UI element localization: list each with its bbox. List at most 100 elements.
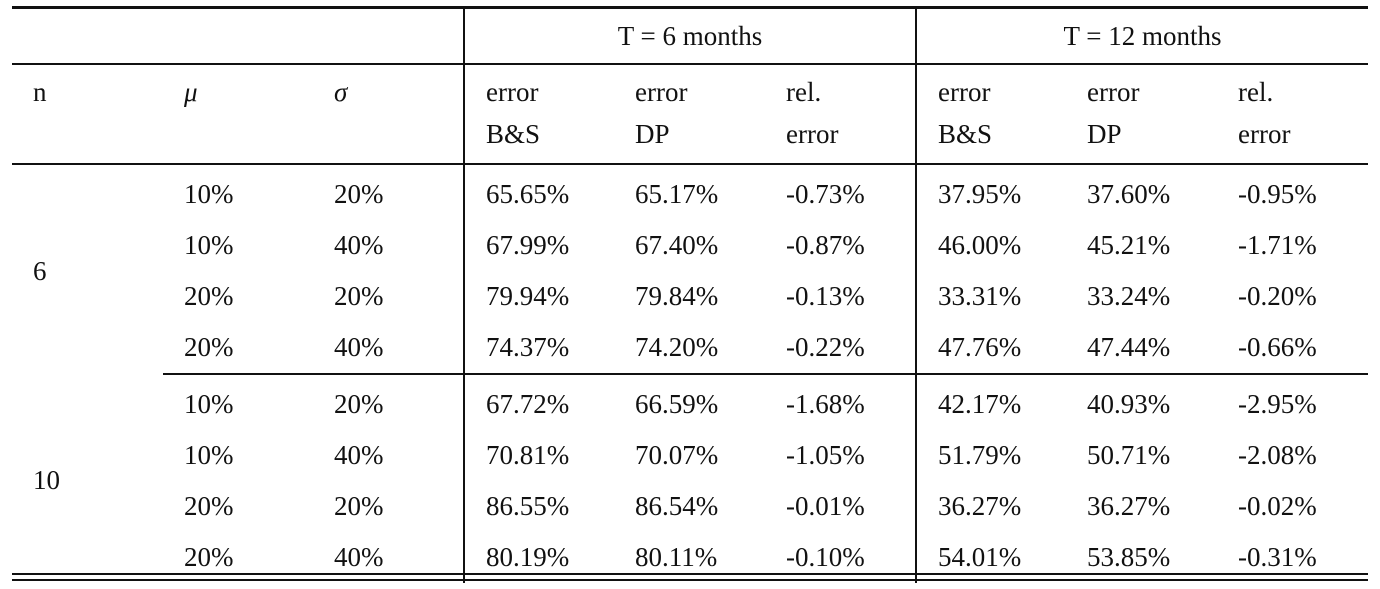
header-t6-error-dp: error DP [614,63,765,165]
t6-error-bs-cell: 67.99% [463,220,614,271]
t12-error-bs-cell: 33.31% [915,271,1067,322]
empty-cell [163,6,313,64]
t6-error-bs-cell: 86.55% [463,481,614,532]
table-bottom-double-rule [12,573,1368,581]
t6-rel-error-cell: -0.10% [786,542,865,572]
table-row: 10% 40% 67.99% 67.40% -0.87% 46.00% 45.2… [12,220,1368,271]
sigma-cell: 40% [313,322,464,375]
mu-cell: 10% [184,230,234,260]
t6-error-dp-cell: 80.11% [635,542,718,572]
header-t6-rel-error: rel. error [765,63,917,165]
sigma-cell: 40% [334,542,384,572]
t12-error-dp-cell: 40.93% [1087,389,1171,419]
mu-cell: 20% [163,322,313,375]
t12-error-dp-cell: 47.44% [1066,322,1218,375]
t6-error-bs-cell: 67.72% [463,374,614,430]
t6-error-bs-cell: 70.81% [463,430,614,481]
t6-error-dp-cell: 66.59% [635,389,719,419]
header-t6-error-bs: error B&S [463,63,614,165]
group-header-row: T = 6 months T = 12 months [12,6,1369,65]
header-line: error [486,77,539,107]
t6-rel-error-cell: -0.73% [786,179,865,209]
t6-error-dp-cell: 86.54% [635,491,719,521]
mu-cell: 20% [184,491,234,521]
header-line: rel. [786,77,822,107]
t12-error-dp-cell: 50.71% [1087,440,1171,470]
t6-rel-error-cell: -0.01% [786,491,865,521]
mu-cell: 10% [184,389,234,419]
mu-cell: 10% [184,179,234,209]
header-t12-error-dp: error DP [1066,63,1218,165]
header-mu: μ [163,63,313,165]
mu-cell: 10% [184,440,234,470]
header-t12-rel-error: rel. error [1217,63,1369,165]
column-header-row: n μ σ error B&S error DP rel. error erro… [12,63,1369,165]
sigma-cell: 20% [334,281,384,311]
t12-error-dp-cell: 45.21% [1087,230,1171,260]
t12-rel-error-cell: -0.20% [1238,281,1317,311]
t12-rel-error-cell: -0.66% [1217,322,1369,375]
t12-error-bs-cell: 37.95% [915,164,1067,220]
t12-rel-error-cell: -0.95% [1238,179,1317,209]
header-line: error [1238,119,1291,149]
header-line: error [938,77,991,107]
table-row: 10% 40% 70.81% 70.07% -1.05% 51.79% 50.7… [12,430,1368,481]
t6-rel-error-cell: -0.87% [786,230,865,260]
t12-error-dp-cell: 37.60% [1087,179,1171,209]
sigma-cell: 40% [334,230,384,260]
empty-cell [313,6,464,64]
header-line: error [635,77,688,107]
t12-error-bs-cell: 46.00% [915,220,1067,271]
table-row: 10 10% 20% 67.72% 66.59% -1.68% 42.17% 4… [12,374,1368,495]
header-line: DP [635,119,670,149]
header-line: DP [1087,119,1122,149]
t12-error-bs-cell: 47.76% [915,322,1067,375]
sigma-cell: 20% [334,491,384,521]
t6-rel-error-cell: -0.22% [765,322,917,375]
n-value-cell: 6 [33,256,47,286]
table-row: 20% 20% 79.94% 79.84% -0.13% 33.31% 33.2… [12,271,1368,322]
header-t12-error-bs: error B&S [915,63,1067,165]
sigma-cell: 40% [334,440,384,470]
mu-cell: 20% [184,542,234,572]
t12-error-dp-cell: 53.85% [1087,542,1171,572]
t12-rel-error-cell: -1.71% [1238,230,1317,260]
t12-rel-error-cell: -2.95% [1238,389,1317,419]
t6-error-dp-cell: 74.20% [614,322,765,375]
t12-error-bs-cell: 36.27% [915,481,1067,532]
t12-error-bs-cell: 51.79% [915,430,1067,481]
n-value-cell: 10 [33,465,60,495]
t6-error-dp-cell: 70.07% [635,440,719,470]
t12-error-bs-cell: 42.17% [915,374,1067,430]
t12-error-dp-cell: 36.27% [1087,491,1171,521]
header-line: B&S [486,119,541,149]
t12-error-dp-cell: 33.24% [1087,281,1171,311]
header-sigma: σ [313,63,464,165]
header-n: n [12,63,163,165]
group-header-t12: T = 12 months [915,6,1369,65]
header-line: B&S [938,119,993,149]
table-row: 6 10% 20% 65.65% 65.17% -0.73% 37.95% 37… [12,164,1368,286]
t6-error-bs-cell: 65.65% [463,164,614,220]
t6-error-dp-cell: 79.84% [635,281,719,311]
empty-cell [12,6,163,64]
t6-rel-error-cell: -0.13% [786,281,865,311]
t6-rel-error-cell: -1.05% [786,440,865,470]
t6-error-bs-cell: 74.37% [463,322,614,375]
t12-rel-error-cell: -0.02% [1238,491,1317,521]
sigma-cell: 20% [334,389,384,419]
group-header-t6: T = 6 months [462,6,917,65]
table-row: 20% 40% 74.37% 74.20% -0.22% 47.76% 47.4… [12,322,1369,375]
table-row: 20% 20% 86.55% 86.54% -0.01% 36.27% 36.2… [12,481,1368,532]
results-table: T = 6 months T = 12 months n μ σ error B… [12,6,1369,583]
table-row: 20% 40% 80.19% 80.11% -0.10% 54.01% 53.8… [12,532,1368,583]
sigma-cell: 20% [334,179,384,209]
header-line: error [1087,77,1140,107]
t12-rel-error-cell: -2.08% [1238,440,1317,470]
header-line: rel. [1238,77,1274,107]
t6-error-dp-cell: 67.40% [635,230,719,260]
t6-error-bs-cell: 79.94% [463,271,614,322]
t6-rel-error-cell: -1.68% [786,389,865,419]
mu-cell: 20% [184,281,234,311]
t12-rel-error-cell: -0.31% [1238,542,1317,572]
